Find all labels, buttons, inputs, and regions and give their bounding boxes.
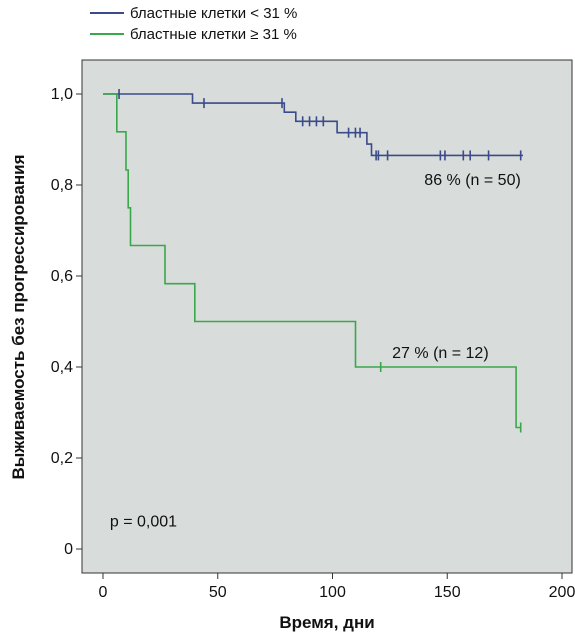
y-tick-label: 0,4 — [51, 359, 73, 376]
y-axis-label: Выживаемость без прогрессирования — [9, 155, 28, 480]
annotation-1: 86 % (n = 50) — [424, 172, 521, 189]
x-tick-label: 100 — [319, 584, 346, 601]
y-tick-label: 1,0 — [51, 86, 73, 103]
legend-label-1: бластные клетки < 31 % — [130, 5, 297, 22]
y-tick-label: 0 — [64, 541, 73, 558]
x-tick-label: 50 — [209, 584, 227, 601]
x-tick-label: 200 — [549, 584, 575, 601]
y-tick-label: 0,6 — [51, 268, 73, 285]
x-axis-label: Время, дни — [279, 613, 374, 632]
plot-area — [81, 59, 573, 574]
annotation-3: p = 0,001 — [110, 513, 177, 530]
annotation-2: 27 % (n = 12) — [392, 345, 489, 362]
legend-label-2: бластные клетки ≥ 31 % — [130, 26, 297, 43]
series-line-2 — [103, 93, 521, 429]
y-tick-label: 0,2 — [51, 450, 73, 467]
x-tick-label: 0 — [99, 584, 108, 601]
x-tick-label: 150 — [434, 584, 461, 601]
y-tick-label: 0,8 — [51, 177, 73, 194]
